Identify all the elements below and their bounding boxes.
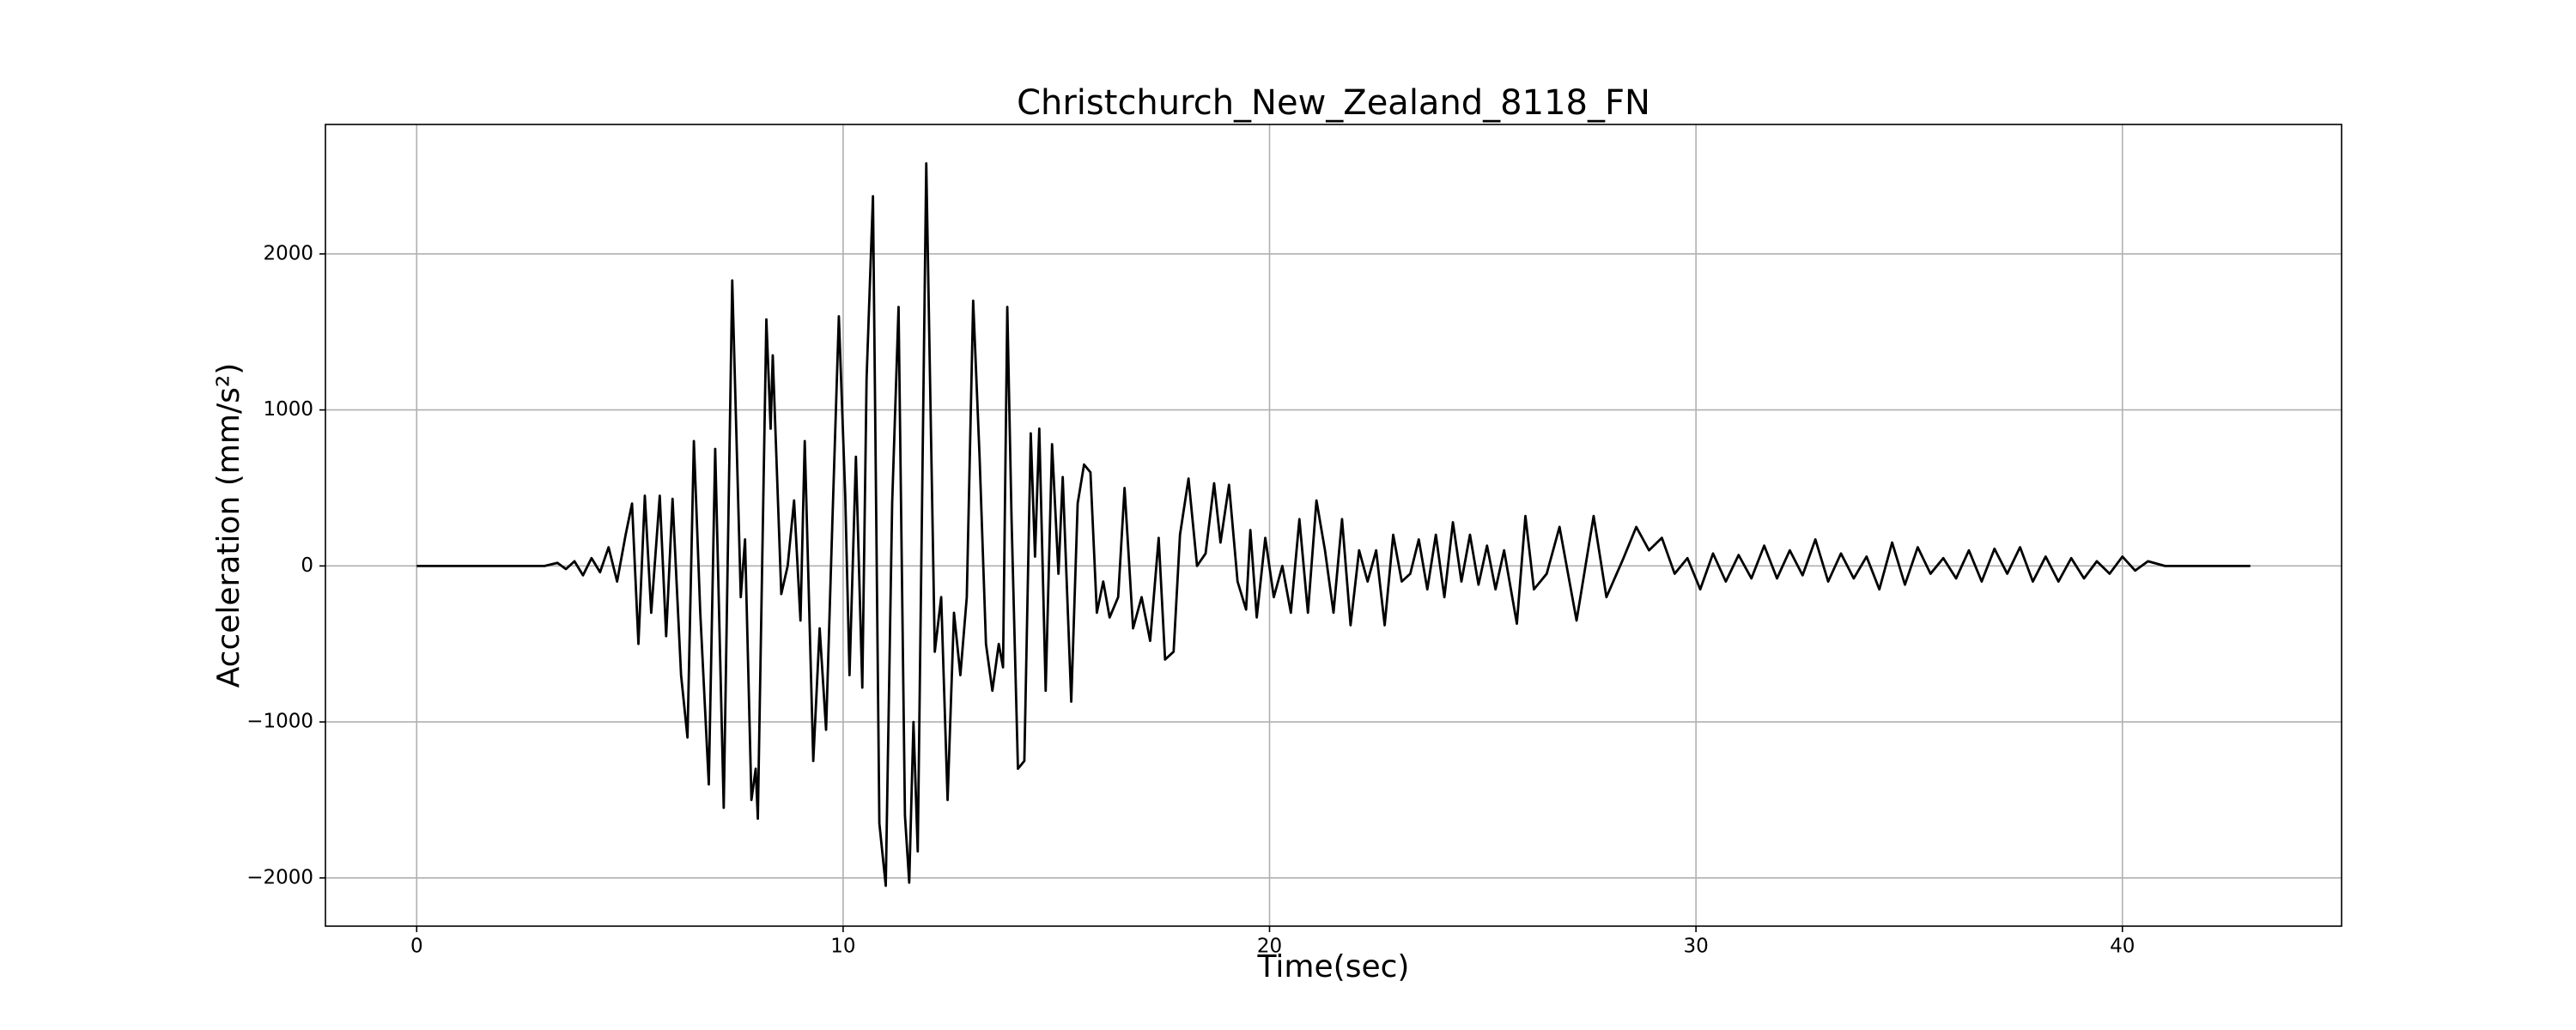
x-tick-label: 30 xyxy=(1683,936,1708,958)
chart-title: Christchurch_New_Zealand_8118_FN xyxy=(1017,83,1650,123)
y-tick-label: −1000 xyxy=(246,711,313,733)
y-tick-label: 1000 xyxy=(263,398,313,421)
x-tick-label: 40 xyxy=(2110,936,2135,958)
signal-line xyxy=(416,162,2251,888)
y-tick-label: 0 xyxy=(301,554,313,577)
y-tick-label: 2000 xyxy=(263,242,313,264)
x-tick-label: 0 xyxy=(410,936,423,958)
x-axis-label: Time(sec) xyxy=(1257,949,1410,985)
x-tick-label: 20 xyxy=(1257,936,1282,958)
y-tick-label: −2000 xyxy=(246,866,313,888)
x-tick-label: 10 xyxy=(830,936,855,958)
plot-frame xyxy=(325,124,2342,927)
y-axis-label: Acceleration (mm/s²) xyxy=(211,363,246,688)
